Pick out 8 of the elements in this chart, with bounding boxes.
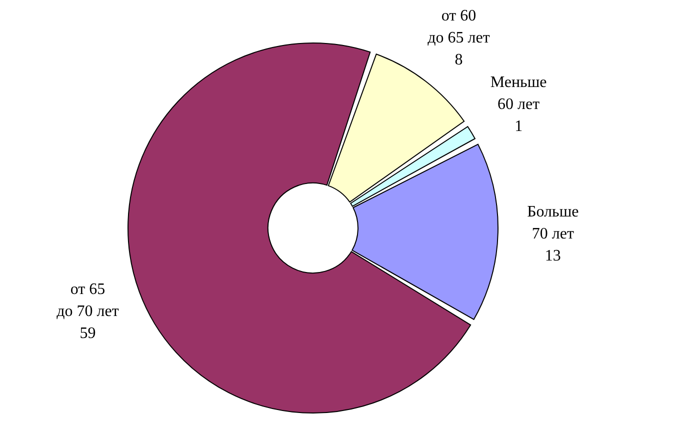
data-label: 13 — [544, 247, 561, 264]
data-label: 1 — [514, 118, 523, 135]
data-label: 8 — [454, 50, 463, 68]
slice-label: Больше 70 лет — [527, 203, 579, 242]
slice-label: от 65 до 70 лет — [56, 280, 119, 320]
data-label: 59 — [80, 324, 96, 342]
slice-label: от 60 до 65 лет — [428, 6, 490, 46]
slice-label: Меньше 60 лет — [490, 74, 547, 113]
